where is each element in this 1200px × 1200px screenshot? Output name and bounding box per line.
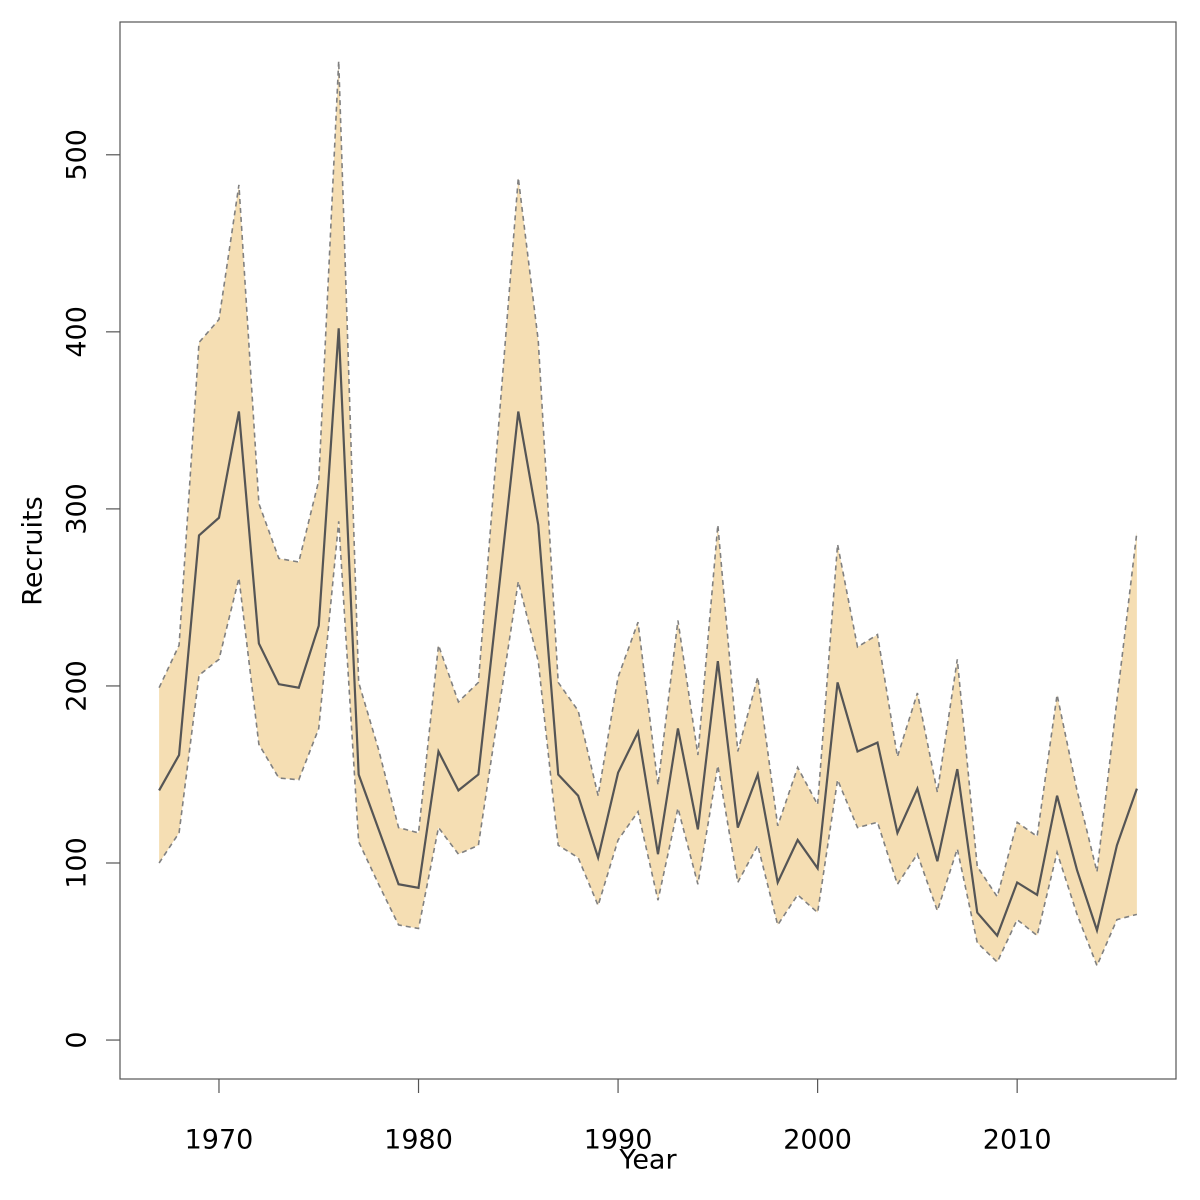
- lower-bound: [158, 521, 1138, 968]
- y-tick-label: 400: [62, 306, 93, 358]
- x-tick-label: 2010: [983, 1125, 1052, 1156]
- x-tick-label: 2000: [783, 1125, 852, 1156]
- median-line: [158, 328, 1138, 938]
- x-axis-label: Year: [618, 1145, 677, 1176]
- y-tick-label: 300: [62, 483, 93, 535]
- y-tick-label: 0: [62, 1031, 93, 1048]
- x-tick-label: 1970: [185, 1125, 254, 1156]
- confidence-band: [159, 60, 1137, 966]
- y-axis-label: Recruits: [18, 496, 49, 605]
- plot-frame: [119, 21, 1177, 1080]
- x-tick-label: 1980: [384, 1125, 453, 1156]
- x-tick-label: 1990: [584, 1125, 653, 1156]
- y-tick-label: 100: [62, 837, 93, 889]
- upper-bound: [158, 60, 1138, 899]
- y-tick-label: 500: [62, 129, 93, 181]
- y-tick-label: 200: [62, 660, 93, 712]
